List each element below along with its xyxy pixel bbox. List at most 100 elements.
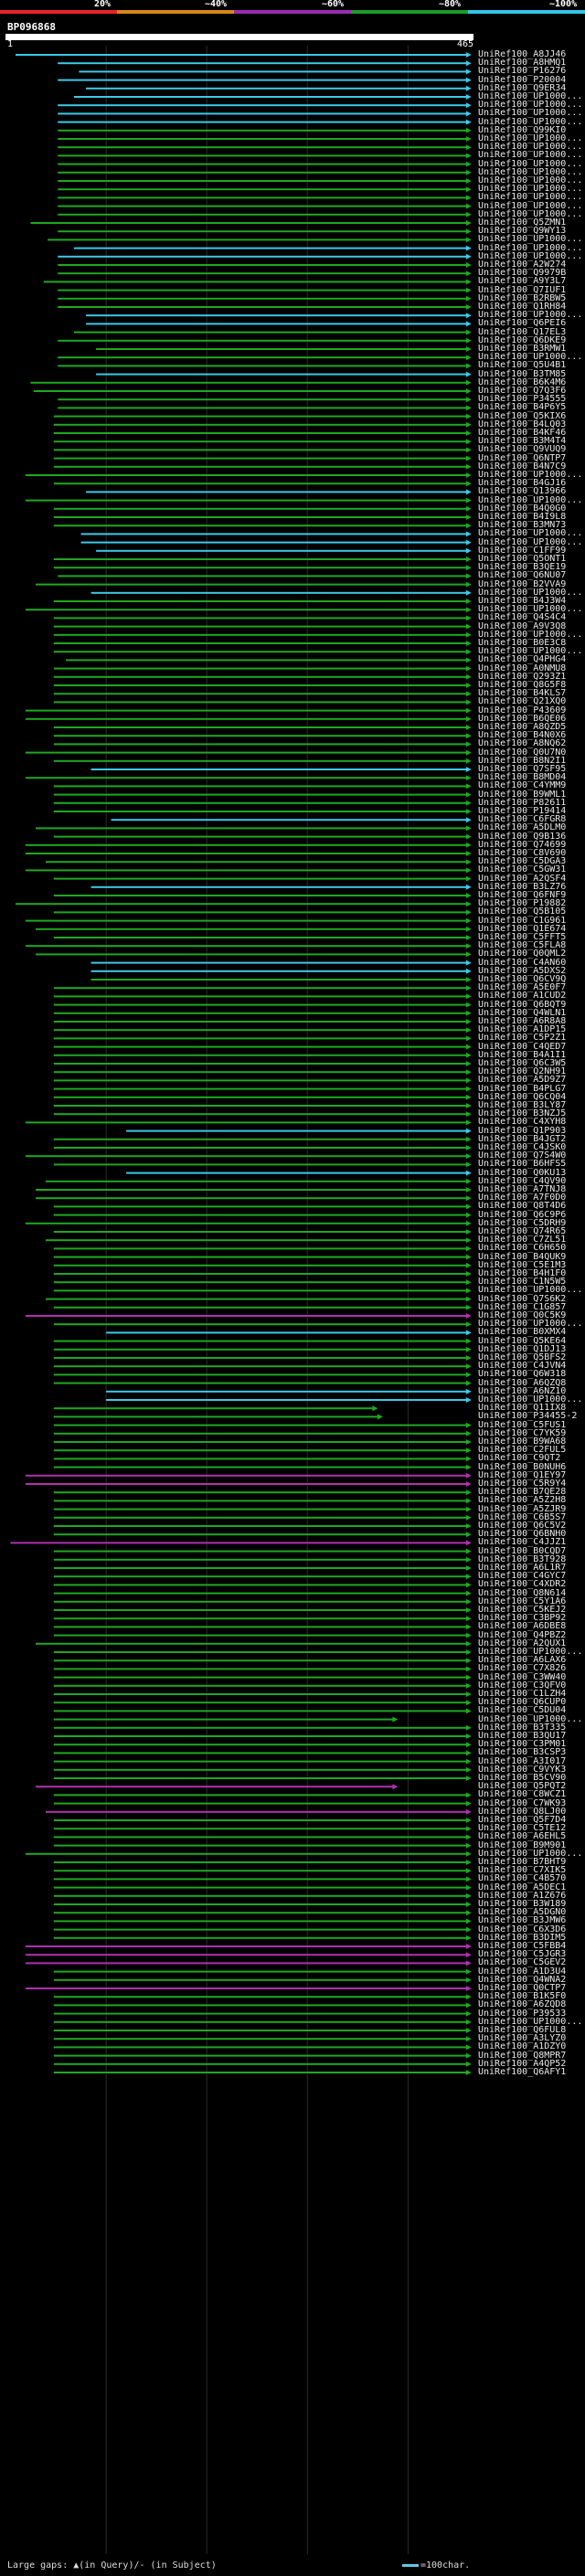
hit-label[interactable]: UniRef100_P34555 — [478, 394, 567, 405]
hit-label[interactable]: UniRef100_Q0U7N0 — [478, 747, 567, 758]
hit-label[interactable]: UniRef100_C9VYK3 — [478, 1764, 567, 1775]
hit-label[interactable]: UniRef100_B3W189 — [478, 1899, 567, 1909]
hit-label[interactable]: UniRef100_B3LZ76 — [478, 881, 567, 892]
hit-label[interactable]: UniRef100_Q4WNA2 — [478, 1974, 567, 1985]
hit-label[interactable]: UniRef100_Q6AFY1 — [478, 2067, 567, 2077]
hit-label[interactable]: UniRef100_Q9ER34 — [478, 82, 567, 93]
hit-label[interactable]: UniRef100_B4J3W4 — [478, 596, 567, 606]
hit-label[interactable]: UniRef100_Q4WLN1 — [478, 1007, 567, 1018]
hit-label[interactable]: UniRef100_C7WK93 — [478, 1797, 567, 1808]
hit-label[interactable]: UniRef100_A1DZY0 — [478, 2041, 567, 2052]
hit-label[interactable]: UniRef100_C1G961 — [478, 915, 567, 926]
hit-label[interactable]: UniRef100_Q6NU07 — [478, 570, 567, 581]
hit-label[interactable]: UniRef100_A6DBE8 — [478, 1621, 567, 1632]
hit-label[interactable]: UniRef100_Q5ONT1 — [478, 554, 567, 564]
hit-label[interactable]: UniRef100_B4N0X6 — [478, 730, 567, 741]
hit-label[interactable]: UniRef100_A5E0F7 — [478, 982, 567, 993]
hit-label[interactable]: UniRef100_Q74R65 — [478, 1226, 567, 1236]
hit-label[interactable]: UniRef100_C5P2Z1 — [478, 1033, 567, 1044]
hit-label[interactable]: UniRef100_UP1000... — [478, 528, 583, 539]
hit-label[interactable]: UniRef100_B4H1F0 — [478, 1268, 567, 1278]
hit-label[interactable]: UniRef100_Q13966 — [478, 486, 567, 497]
hit-label[interactable]: UniRef100_B3LY87 — [478, 1100, 567, 1110]
hit-label[interactable]: UniRef100_Q8T4D6 — [478, 1201, 567, 1212]
hit-label[interactable]: UniRef100_Q4S4C4 — [478, 612, 567, 623]
hit-label[interactable]: UniRef100_B3QE19 — [478, 562, 567, 573]
hit-label[interactable]: UniRef100_A5DGN0 — [478, 1907, 567, 1918]
hit-label[interactable]: UniRef100_Q1DJ13 — [478, 1343, 567, 1354]
hit-label[interactable]: UniRef100_A8NQ62 — [478, 738, 567, 749]
hit-label[interactable]: UniRef100_UP1000... — [478, 234, 583, 245]
hit-label[interactable]: UniRef100_Q9WY13 — [478, 226, 567, 237]
hit-label[interactable]: UniRef100_Q99KI0 — [478, 124, 567, 135]
hit-label[interactable]: UniRef100_Q4PBZ2 — [478, 1629, 567, 1640]
hit-label[interactable]: UniRef100_C7XIK5 — [478, 1865, 567, 1876]
hit-label[interactable]: UniRef100_UP1000... — [478, 352, 583, 363]
hit-label[interactable]: UniRef100_C5GEV2 — [478, 1957, 567, 1968]
hit-label[interactable]: UniRef100_A0NMU8 — [478, 663, 567, 673]
hit-label[interactable]: UniRef100_B0E3C8 — [478, 638, 567, 648]
hit-label[interactable]: UniRef100_C7X826 — [478, 1663, 567, 1674]
hit-label[interactable]: UniRef100_C4YMM9 — [478, 780, 567, 791]
hit-label[interactable]: UniRef100_Q5KIX6 — [478, 410, 567, 421]
hit-label[interactable]: UniRef100_Q6W318 — [478, 1369, 567, 1380]
hit-label[interactable]: UniRef100_C5GW31 — [478, 864, 567, 875]
hit-label[interactable]: UniRef100_A5Z2H8 — [478, 1495, 567, 1506]
hit-label[interactable]: UniRef100_UP1000... — [478, 91, 583, 101]
hit-label[interactable]: UniRef100_A6QZQ8 — [478, 1377, 567, 1388]
hit-label[interactable]: UniRef100_C8V690 — [478, 848, 567, 858]
hit-label[interactable]: UniRef100_B3MN73 — [478, 520, 567, 531]
hit-label[interactable]: UniRef100_UP1000... — [478, 2016, 583, 2027]
hit-label[interactable]: UniRef100_C1N5W5 — [478, 1277, 567, 1288]
hit-label[interactable]: UniRef100_UP1000... — [478, 242, 583, 253]
hit-label[interactable]: UniRef100_Q5B105 — [478, 906, 567, 917]
hit-label[interactable]: UniRef100_C5R9Y4 — [478, 1479, 567, 1489]
hit-label[interactable]: UniRef100_A5DLM0 — [478, 822, 567, 833]
hit-label[interactable]: UniRef100_P43609 — [478, 705, 567, 716]
hit-label[interactable]: UniRef100_P19882 — [478, 898, 567, 909]
hit-label[interactable]: UniRef100_Q0KU13 — [478, 1167, 567, 1178]
hit-label[interactable]: UniRef100_Q8G5F8 — [478, 680, 567, 690]
hit-label[interactable]: UniRef100_B6K4M6 — [478, 376, 567, 387]
hit-label[interactable]: UniRef100_B6QE06 — [478, 713, 567, 724]
hit-label[interactable]: UniRef100_B3T928 — [478, 1553, 567, 1564]
hit-label[interactable]: UniRef100_UP1000... — [478, 192, 583, 203]
hit-label[interactable]: UniRef100_A6LAX6 — [478, 1655, 567, 1666]
hit-label[interactable]: UniRef100_A2QUX1 — [478, 1638, 567, 1648]
hit-label[interactable]: UniRef100_B7BHT9 — [478, 1857, 567, 1867]
hit-label[interactable]: UniRef100_C3WW40 — [478, 1671, 567, 1682]
hit-label[interactable]: UniRef100_P16276 — [478, 66, 567, 77]
hit-label[interactable]: UniRef100_UP1000... — [478, 1319, 583, 1330]
hit-label[interactable]: UniRef100_A2QSF4 — [478, 873, 567, 884]
hit-label[interactable]: UniRef100_A1Z676 — [478, 1890, 567, 1901]
hit-label[interactable]: UniRef100_C5E1M3 — [478, 1259, 567, 1270]
hit-label[interactable]: UniRef100_UP1000... — [478, 158, 583, 169]
hit-label[interactable]: UniRef100_B2RBW5 — [478, 292, 567, 303]
hit-label[interactable]: UniRef100_UP1000... — [478, 208, 583, 219]
hit-label[interactable]: UniRef100_B3RMW1 — [478, 344, 567, 354]
hit-label[interactable]: UniRef100_UP1000... — [478, 310, 583, 321]
hit-label[interactable]: UniRef100_UP1000... — [478, 1848, 583, 1859]
hit-label[interactable]: UniRef100_B4KF46 — [478, 428, 567, 438]
hit-label[interactable]: UniRef100_C1G857 — [478, 1301, 567, 1312]
hit-label[interactable]: UniRef100_B4Q0G0 — [478, 503, 567, 514]
hit-label[interactable]: UniRef100_UP1000... — [478, 166, 583, 177]
hit-label[interactable]: UniRef100_A6EHL5 — [478, 1831, 567, 1842]
hit-label[interactable]: UniRef100_B3QU17 — [478, 1731, 567, 1741]
hit-label[interactable]: UniRef100_C6FGR8 — [478, 814, 567, 825]
hit-label[interactable]: UniRef100_C1FF99 — [478, 545, 567, 556]
hit-label[interactable]: UniRef100_Q7SF95 — [478, 764, 567, 774]
hit-label[interactable]: UniRef100_P34455-2 — [478, 1411, 578, 1422]
hit-label[interactable]: UniRef100_B4JGT2 — [478, 1133, 567, 1144]
hit-label[interactable]: UniRef100_C3PM01 — [478, 1739, 567, 1750]
hit-label[interactable]: UniRef100_Q1E674 — [478, 923, 567, 934]
hit-label[interactable]: UniRef100_C1LZH4 — [478, 1689, 567, 1699]
hit-label[interactable]: UniRef100_UP1000... — [478, 150, 583, 161]
hit-label[interactable]: UniRef100_A5DXS2 — [478, 965, 567, 976]
hit-label[interactable]: UniRef100_B4PLG7 — [478, 1083, 567, 1094]
hit-label[interactable]: UniRef100_C4JVN4 — [478, 1361, 567, 1372]
hit-label[interactable]: UniRef100_C5DGA3 — [478, 856, 567, 867]
hit-label[interactable]: UniRef100_B4A1I1 — [478, 1049, 567, 1060]
hit-label[interactable]: UniRef100_B4QUK9 — [478, 1251, 567, 1262]
hit-label[interactable]: UniRef100_UP1000... — [478, 587, 583, 598]
